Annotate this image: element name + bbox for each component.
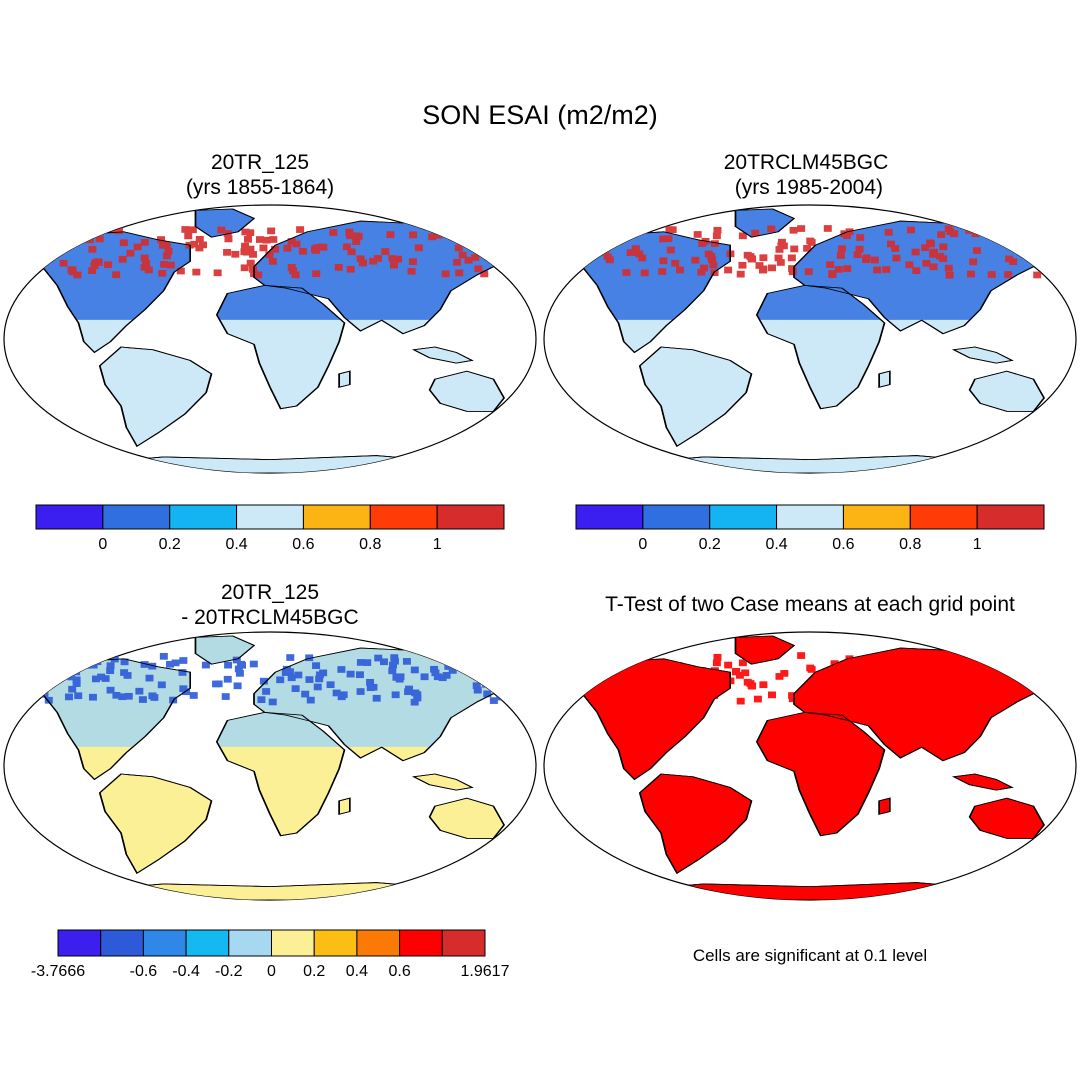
colorbar-panel3-tick-label: 0.2: [303, 963, 325, 980]
colorbar-panel1-tick-label: 0: [98, 536, 107, 553]
colorbar-panel1-swatch: [102, 504, 171, 530]
colorbar-panel1-tick-label: 0.4: [225, 536, 247, 553]
colorbar-panel3: -3.7666 -0.6 -0.4 -0.2 0 0.2 0.4 0.6 1.9617: [31, 929, 510, 980]
panel3-map: [3, 631, 537, 901]
colorbar-panel3-tick-label: 0.4: [346, 963, 368, 980]
colorbar-panel3-tick-label: -0.6: [130, 963, 158, 980]
panel1-title-line1: 20TR_125: [210, 151, 310, 174]
colorbar-panel3-tick-label: -3.7666: [31, 963, 85, 980]
colorbar-panel3-tick-label: 0: [267, 963, 276, 980]
colorbar-panel1-swatch: [302, 504, 371, 530]
colorbar-panel3-swatch: [185, 929, 230, 957]
colorbar-panel3-swatch: [399, 929, 443, 957]
colorbar-panel2-swatch: [976, 504, 1045, 530]
panel1-title: 20TR_125 (yrs 1855-1864): [90, 150, 430, 200]
panel1-title-line2: (yrs 1855-1864): [185, 176, 335, 199]
colorbar-panel3-swatch: [313, 929, 358, 957]
panel3-title-line1: 20TR_125: [220, 581, 320, 604]
colorbar-panel3-swatch: [356, 929, 401, 957]
panel3-title: 20TR_125 - 20TRCLM45BGC: [100, 580, 440, 630]
colorbar-panel1-tick-label: 0.8: [359, 536, 381, 553]
colorbar-panel2-tick-label: 0.8: [899, 536, 921, 553]
colorbar-panel3-tick-label: 0.6: [388, 963, 410, 980]
colorbar-panel3-swatch: [271, 929, 315, 957]
colorbar-panel2-tick-label: 0: [638, 536, 647, 553]
colorbar-panel2-swatch: [842, 504, 911, 530]
colorbar-panel2-swatch: [909, 504, 978, 530]
colorbar-panel2-swatch: [575, 504, 644, 530]
colorbar-panel1-tick-label: 0.6: [292, 536, 314, 553]
panel4-title: T-Test of two Case means at each grid po…: [605, 593, 1015, 616]
panel2-title-line1: 20TRCLM45BGC: [723, 151, 889, 174]
colorbar-panel3-tick-label: -0.2: [215, 963, 243, 980]
colorbar-panel3-swatch: [142, 929, 187, 957]
colorbar-panel3-tick-label: -0.4: [172, 963, 200, 980]
colorbar-panel1-swatch: [169, 504, 238, 530]
colorbar-panel1-swatch: [369, 504, 438, 530]
colorbar-panel2: 0 0.2 0.4 0.6 0.8 1: [575, 504, 1045, 553]
colorbar-panel2-tick-label: 0.6: [832, 536, 854, 553]
panel2-title: 20TRCLM45BGC (yrs 1985-2004): [636, 150, 976, 200]
panel4-map: [543, 631, 1077, 901]
colorbar-panel2-tick-label: 1: [973, 536, 982, 553]
figure-title: SON ESAI (m2/m2): [422, 100, 658, 130]
colorbar-panel1-swatch: [236, 504, 304, 530]
colorbar-panel3-tick-label: 1.9617: [461, 963, 510, 980]
colorbar-panel1-tick-label: 1: [433, 536, 442, 553]
colorbar-panel3-swatch: [100, 929, 144, 957]
significance-note: Cells are significant at 0.1 level: [692, 946, 928, 965]
colorbar-panel2-tick-label: 0.2: [699, 536, 721, 553]
colorbar-panel2-swatch: [709, 504, 778, 530]
colorbar-panel3-swatch: [228, 929, 273, 957]
panel3-title-line2: - 20TRCLM45BGC: [181, 606, 359, 629]
panel1-map: [3, 204, 537, 474]
panel2-title-line2: (yrs 1985-2004): [728, 176, 884, 199]
panel2-map: [543, 204, 1077, 474]
colorbar-panel1: 0 0.2 0.4 0.6 0.8 1: [35, 504, 505, 553]
colorbar-panel2-swatch: [776, 504, 844, 530]
colorbar-panel3-swatch: [57, 929, 102, 957]
colorbar-panel1-tick-label: 0.2: [159, 536, 181, 553]
colorbar-panel2-swatch: [642, 504, 711, 530]
colorbar-panel2-tick-label: 0.4: [765, 536, 787, 553]
colorbar-panel1-swatch: [436, 504, 505, 530]
colorbar-panel1-swatch: [35, 504, 104, 530]
colorbar-panel3-swatch: [441, 929, 486, 957]
